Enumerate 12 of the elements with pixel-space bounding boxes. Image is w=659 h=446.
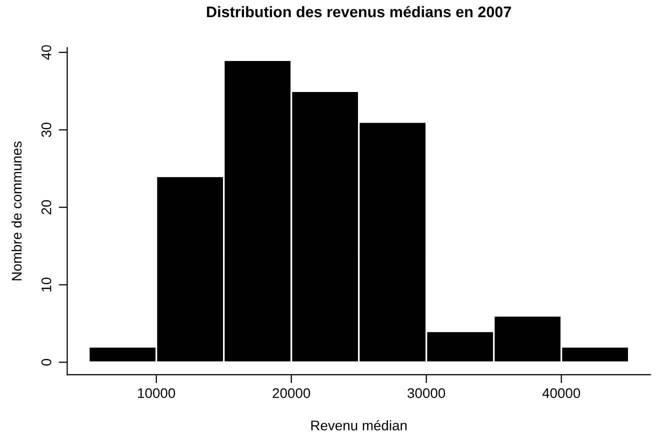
chart-title: Distribution des revenus médians en 2007 xyxy=(207,6,511,18)
x-tick-label: 30000 xyxy=(408,388,446,398)
y-axis-title: Nombre de communes xyxy=(11,141,22,280)
y-tick-label: 10 xyxy=(41,278,52,292)
x-tick-label: 20000 xyxy=(272,388,310,398)
y-tick-label: 20 xyxy=(41,200,52,214)
y-tick-label: 30 xyxy=(41,122,52,138)
y-tick-label: 40 xyxy=(41,45,52,60)
x-axis-title: Revenu médian xyxy=(311,420,407,430)
x-tick-label: 40000 xyxy=(542,388,580,398)
x-tick-label: 10000 xyxy=(138,388,176,398)
y-tick-label: 0 xyxy=(41,358,52,366)
